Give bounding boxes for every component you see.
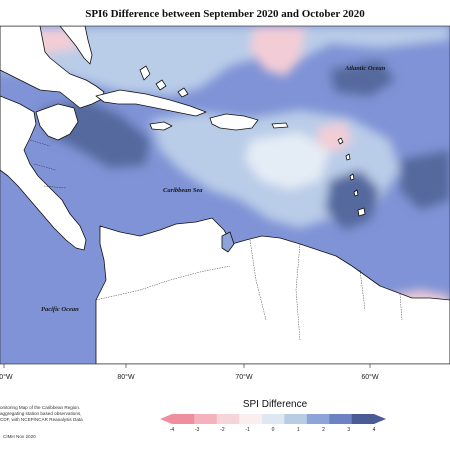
legend-tick-label: -1 xyxy=(246,427,251,433)
legend-swatch xyxy=(261,414,285,424)
description-line: CDF, with NCEP/NCAR Reanalysis Data xyxy=(0,417,83,422)
legend-tick-label: -3 xyxy=(195,427,200,433)
legend-colorbar: -4 -3 -2 -1 0 1 2 3 4 xyxy=(160,414,386,433)
legend-swatch xyxy=(306,414,330,424)
legend-swatch xyxy=(194,414,217,424)
legend-swatch xyxy=(351,414,386,424)
legend-swatch xyxy=(284,414,307,424)
spi-pale-region-center xyxy=(245,132,330,190)
atlantic-ocean-label: Atlantic Ocean xyxy=(344,65,386,72)
lon-label-70w: 70°W xyxy=(235,373,253,381)
lesser-antilles-land xyxy=(337,137,366,217)
description-line: onitoring Map of the Caribbean Region. xyxy=(0,405,81,410)
legend-tick-label: 4 xyxy=(373,427,376,433)
legend-swatch xyxy=(329,414,352,424)
spi-pink-region-east xyxy=(318,122,352,152)
south-america-land xyxy=(95,217,450,364)
pacific-ocean-label: Pacific Ocean xyxy=(41,306,79,313)
cuba-land xyxy=(95,89,207,117)
legend-tick-label: 1 xyxy=(297,427,300,433)
legend-title: SPI Difference xyxy=(242,399,308,410)
legend-tick-label: 2 xyxy=(322,427,325,433)
lon-label-80w: 80°W xyxy=(117,373,135,381)
hispaniola-land xyxy=(209,113,259,131)
legend-tick-label: 0 xyxy=(272,427,275,433)
spi-dark-region-east xyxy=(400,150,450,210)
map-frame xyxy=(0,25,450,365)
lon-label-90w: 90°W xyxy=(0,373,13,381)
central-america-land xyxy=(0,95,87,251)
map-title: SPI6 Difference between September 2020 a… xyxy=(85,8,365,20)
legend-tick-label: -2 xyxy=(220,427,225,433)
map-credit: CIMH Nov 2020 xyxy=(3,434,36,439)
country-boundaries xyxy=(29,139,403,341)
legend-tick-label: 3 xyxy=(347,427,350,433)
jamaica-land xyxy=(149,121,173,131)
spi-light-region-north xyxy=(0,26,450,96)
legend-swatch xyxy=(239,414,262,424)
florida-land xyxy=(59,26,93,65)
north-america-land xyxy=(0,26,105,109)
lon-label-60w: 60°W xyxy=(361,373,379,381)
spi-dark-region-atlantic xyxy=(330,60,395,96)
caribbean-sea-label: Caribbean Sea xyxy=(163,187,203,194)
spi-dark-region-southeast xyxy=(325,170,380,230)
puerto-rico-land xyxy=(271,122,289,129)
map-description: onitoring Map of the Caribbean Region. a… xyxy=(0,405,110,423)
maracaibo-lake xyxy=(221,231,235,253)
legend-tick-label: -4 xyxy=(170,427,175,433)
yucatan-land xyxy=(35,103,79,141)
legend-swatch xyxy=(216,414,240,424)
description-line: aggregating station based observations, xyxy=(0,411,82,416)
legend-swatch xyxy=(160,414,195,424)
bahamas-land xyxy=(139,65,189,98)
spi-pink-region-north xyxy=(250,26,305,76)
